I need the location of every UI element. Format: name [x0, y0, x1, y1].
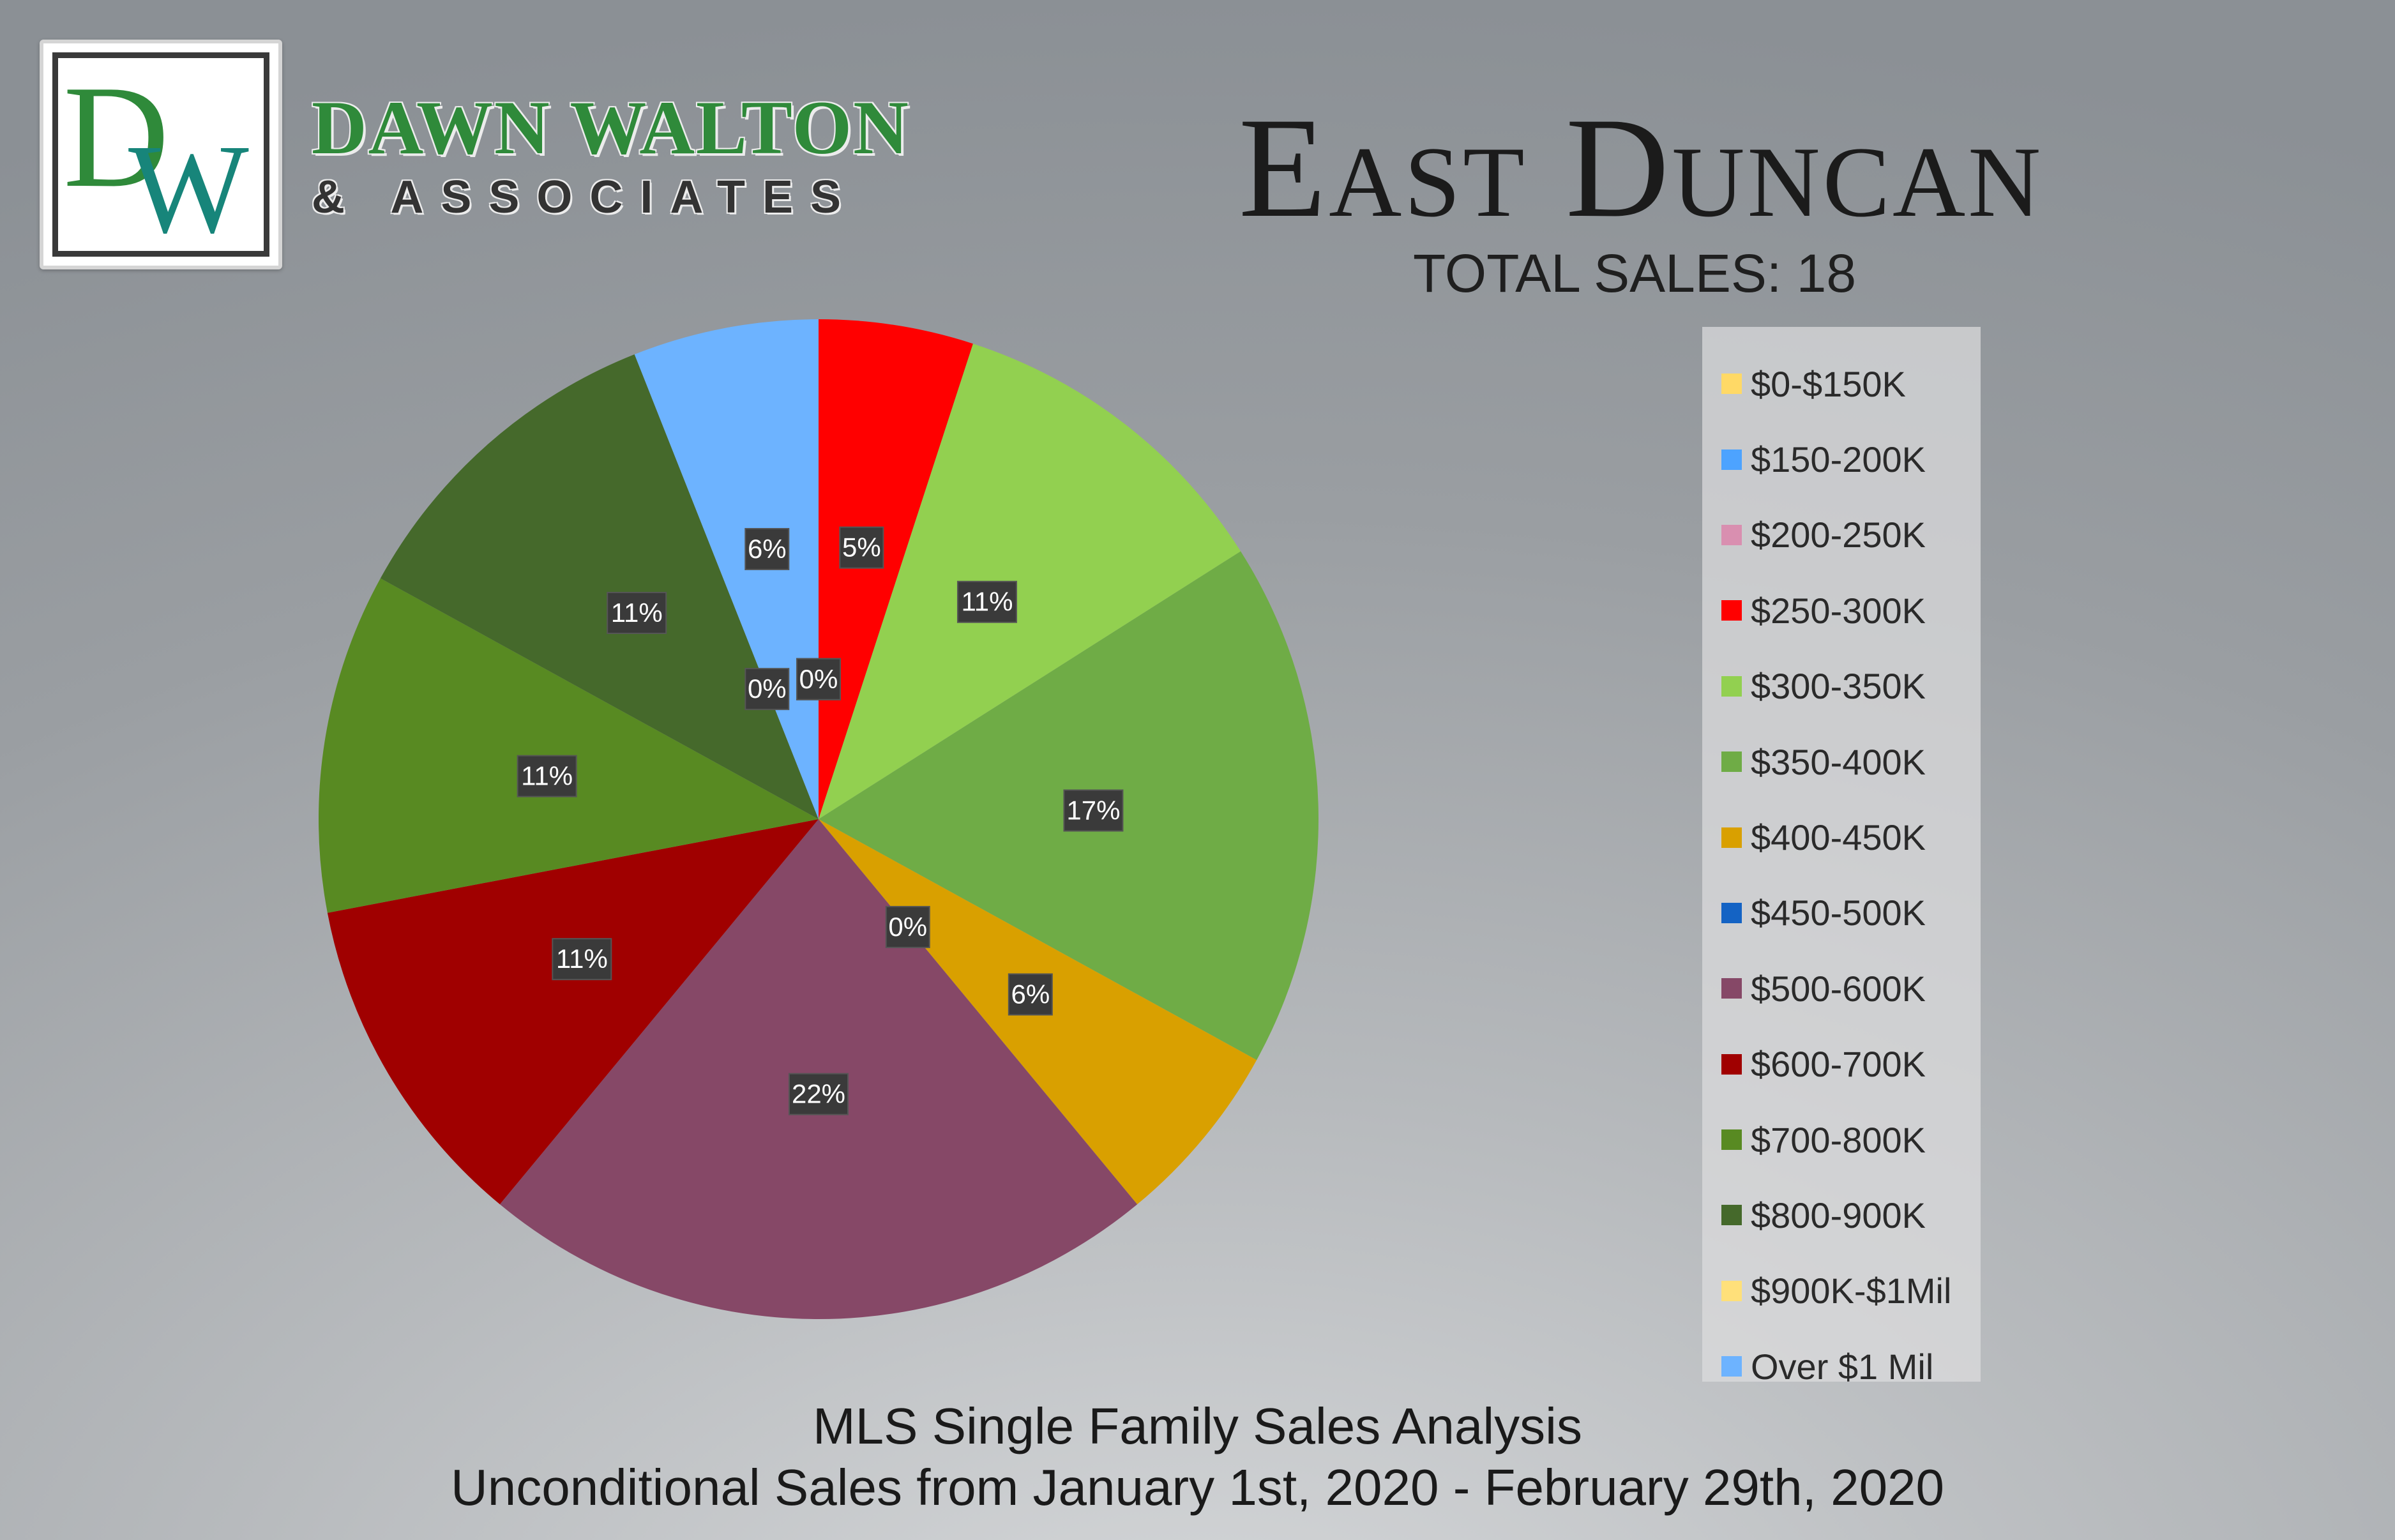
data-label-box-9 [552, 938, 612, 981]
legend-swatch-8 [1721, 978, 1742, 999]
legend-swatch-3 [1721, 600, 1742, 621]
chart-legend: $0-$150K $150-200K $200-250K $250-300K $300-… [1702, 327, 1981, 1387]
legend-swatch-1 [1721, 449, 1742, 470]
legend-label-12: $900K-$1Mil [1751, 1271, 1952, 1311]
pie-slice-8 [499, 819, 1138, 1319]
legend-label-7: $450-500K [1751, 893, 1926, 933]
legend-item-9: $600-700K [1721, 1027, 1981, 1102]
legend-label-5: $350-400K [1751, 741, 1926, 782]
legend-swatch-13 [1721, 1356, 1742, 1377]
legend-swatch-9 [1721, 1053, 1742, 1075]
total-sales: TOTAL SALES: 18 [1412, 243, 1857, 303]
logo-text: DAWN WALTON & ASSOCIATES [312, 89, 910, 223]
footer-subtitle: Unconditional Sales from January 1st, 20… [450, 1459, 1945, 1516]
legend-item-4: $300-350K [1721, 649, 1981, 724]
legend-label-13: Over $1 Mil [1751, 1346, 1934, 1387]
data-label-box-4 [956, 580, 1017, 623]
data-label-box-10 [517, 755, 577, 797]
legend-label-10: $700-800K [1751, 1119, 1926, 1160]
legend-item-11: $800-900K [1721, 1177, 1981, 1253]
data-label-8: 22% [792, 1079, 845, 1109]
data-label-2: 0% [799, 664, 838, 694]
monogram-d: D [63, 58, 169, 218]
dw-monogram-icon: D W [63, 55, 249, 260]
legend-swatch-7 [1721, 902, 1742, 923]
legend-swatch-10 [1721, 1129, 1742, 1151]
data-label-7: 0% [888, 912, 927, 942]
data-label-box-8 [789, 1073, 849, 1115]
legend-label-9: $600-700K [1751, 1044, 1926, 1085]
legend-label-11: $800-900K [1751, 1195, 1926, 1235]
logo-frame: D W [52, 52, 269, 260]
legend-label-1: $150-200K [1751, 439, 1926, 480]
data-label-5: 17% [1066, 795, 1120, 825]
legend-label-6: $400-450K [1751, 817, 1926, 858]
legend-label-0: $0-$150K [1751, 363, 1906, 404]
data-label-4: 11% [961, 587, 1013, 617]
page-title: East Duncan [1238, 87, 2044, 247]
legend-item-12: $900K-$1Mil [1721, 1253, 1981, 1329]
data-label-box-7 [885, 905, 930, 948]
footer-title: MLS Single Family Sales Analysis [813, 1398, 1582, 1454]
data-label-10: 11% [521, 761, 573, 791]
legend-swatch-11 [1721, 1205, 1742, 1226]
logo-subtitle: & ASSOCIATES [312, 172, 859, 223]
data-label-box-12 [744, 668, 790, 711]
legend-swatch-2 [1721, 524, 1742, 545]
data-label-box-2 [796, 658, 841, 700]
pie-slice-3 [819, 319, 973, 819]
legend-label-2: $200-250K [1751, 515, 1926, 555]
data-label-box-6 [1008, 973, 1053, 1016]
legend-item-7: $450-500K [1721, 875, 1981, 951]
legend-swatch-6 [1721, 827, 1742, 848]
legend-swatch-4 [1721, 676, 1742, 697]
legend-swatch-5 [1721, 751, 1742, 773]
data-label-9: 11% [556, 944, 608, 974]
logo-name: DAWN WALTON [312, 85, 910, 170]
legend-item-0: $0-$150K [1721, 346, 1981, 421]
data-label-box-3 [839, 526, 884, 569]
legend-item-2: $200-250K [1721, 497, 1981, 573]
data-label-3: 5% [842, 532, 881, 562]
legend-item-1: $150-200K [1721, 421, 1981, 497]
legend-label-3: $250-300K [1751, 590, 1926, 631]
legend-label-8: $500-600K [1751, 968, 1926, 1009]
legend-label-4: $300-350K [1751, 666, 1926, 707]
data-label-13: 6% [748, 534, 787, 564]
legend-item-3: $250-300K [1721, 573, 1981, 648]
data-label-box-11 [607, 591, 667, 634]
data-label-12: 0% [748, 674, 787, 704]
legend-item-5: $350-400K [1721, 724, 1981, 799]
legend-swatch-0 [1721, 374, 1742, 395]
data-label-11: 11% [611, 598, 663, 628]
pie-slice-9 [327, 819, 819, 1205]
pie-slice-11 [380, 354, 819, 819]
logo-box: D W [40, 40, 282, 269]
monogram-w: W [128, 119, 249, 247]
legend-swatch-12 [1721, 1280, 1742, 1301]
legend-item-8: $500-600K [1721, 951, 1981, 1026]
pie-slice-4 [819, 343, 1241, 819]
legend-item-13: Over $1 Mil [1721, 1329, 1981, 1404]
data-label-6: 6% [1011, 979, 1050, 1009]
data-label-box-13 [744, 527, 790, 570]
data-label-box-5 [1063, 789, 1124, 832]
legend-item-6: $400-450K [1721, 799, 1981, 875]
legend-item-10: $700-800K [1721, 1102, 1981, 1177]
pie-slice-10 [319, 578, 819, 913]
